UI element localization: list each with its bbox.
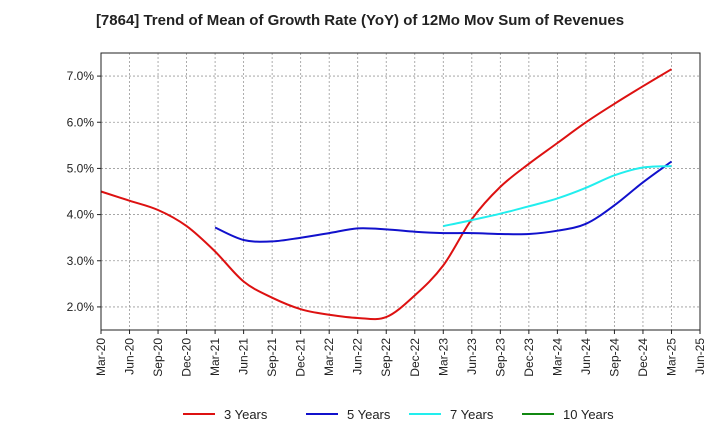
x-tick-label: Sep-21 bbox=[265, 338, 279, 377]
x-tick-label: Jun-23 bbox=[465, 338, 479, 375]
y-tick-label: 3.0% bbox=[67, 254, 95, 268]
x-tick-label: Sep-22 bbox=[379, 338, 393, 377]
x-tick-label: Dec-20 bbox=[180, 338, 194, 377]
x-tick-label: Dec-24 bbox=[636, 338, 650, 377]
legend-label-10-years: 10 Years bbox=[563, 407, 614, 422]
legend: 3 Years 5 Years 7 Years 10 Years bbox=[183, 407, 614, 422]
series-line-5-years bbox=[214, 160, 673, 243]
x-tick-label: Dec-21 bbox=[294, 338, 308, 377]
y-axis: 2.0% 3.0% 4.0% 5.0% 6.0% 7.0% bbox=[67, 69, 101, 314]
chart-title: [7864] Trend of Mean of Growth Rate (YoY… bbox=[95, 12, 625, 29]
plot-frame bbox=[100, 52, 701, 331]
x-axis: Mar-20 Jun-20 Sep-20 Dec-20 Mar-21 Jun-21 Sep-… bbox=[94, 330, 707, 377]
series-line-7-years bbox=[443, 165, 672, 228]
legend-label-5-years: 5 Years bbox=[347, 407, 391, 422]
x-tick-label: Jun-20 bbox=[123, 338, 137, 375]
y-tick-label: 6.0% bbox=[67, 115, 95, 129]
y-tick-label: 2.0% bbox=[67, 300, 95, 314]
x-tick-label: Mar-25 bbox=[664, 338, 678, 376]
x-tick-label: Mar-24 bbox=[550, 338, 564, 376]
x-tick-label: Mar-22 bbox=[322, 338, 336, 376]
x-tick-label: Sep-20 bbox=[151, 338, 165, 377]
x-tick-label: Jun-24 bbox=[579, 338, 593, 375]
y-tick-label: 7.0% bbox=[67, 69, 95, 83]
x-tick-label: Mar-21 bbox=[208, 338, 222, 376]
x-tick-label: Jun-25 bbox=[693, 338, 707, 375]
legend-label-3-years: 3 Years bbox=[224, 407, 268, 422]
x-tick-label: Sep-23 bbox=[493, 338, 507, 377]
x-tick-label: Dec-23 bbox=[522, 338, 536, 377]
y-tick-label: 5.0% bbox=[67, 161, 95, 175]
y-tick-label: 4.0% bbox=[67, 208, 95, 222]
series-line-3-years bbox=[100, 68, 673, 321]
series-layer bbox=[100, 68, 673, 321]
x-tick-label: Dec-22 bbox=[408, 338, 422, 377]
x-tick-label: Sep-24 bbox=[607, 338, 621, 377]
x-tick-label: Jun-22 bbox=[351, 338, 365, 375]
x-tick-label: Mar-20 bbox=[94, 338, 108, 376]
x-tick-label: Mar-23 bbox=[436, 338, 450, 376]
grid-lines bbox=[101, 53, 700, 330]
x-tick-label: Jun-21 bbox=[237, 338, 251, 375]
legend-label-7-years: 7 Years bbox=[450, 407, 494, 422]
